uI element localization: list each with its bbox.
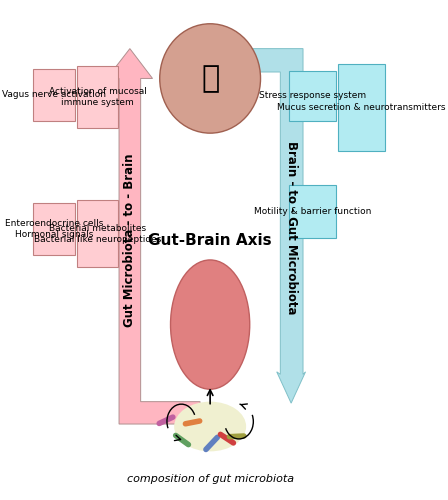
FancyBboxPatch shape: [338, 64, 385, 150]
FancyBboxPatch shape: [289, 186, 336, 238]
Text: Stress response system: Stress response system: [259, 92, 366, 100]
Text: Motility & barrier function: Motility & barrier function: [254, 207, 371, 216]
PathPatch shape: [107, 48, 200, 424]
Ellipse shape: [174, 402, 246, 452]
Text: Bacterial metabolites
Bacterial like neuropeptides: Bacterial metabolites Bacterial like neu…: [34, 224, 161, 244]
Text: Enteroendocrine cells
Hormonal signals: Enteroendocrine cells Hormonal signals: [5, 219, 103, 238]
Ellipse shape: [171, 260, 250, 389]
Text: Gut Microbiota - to - Brain: Gut Microbiota - to - Brain: [123, 154, 136, 327]
Text: Brain - to - Gut Microbiota: Brain - to - Gut Microbiota: [285, 141, 298, 314]
PathPatch shape: [218, 48, 306, 403]
FancyBboxPatch shape: [77, 200, 118, 268]
FancyBboxPatch shape: [289, 71, 336, 120]
Text: Vagus nerve activation: Vagus nerve activation: [2, 90, 106, 99]
Ellipse shape: [160, 24, 261, 133]
Text: composition of gut microbiota: composition of gut microbiota: [127, 474, 294, 484]
FancyBboxPatch shape: [33, 203, 75, 255]
Text: Gut-Brain Axis: Gut-Brain Axis: [148, 232, 272, 248]
Text: Activation of mucosal
immune system: Activation of mucosal immune system: [49, 88, 146, 107]
Text: Mucus secretion & neurotransmitters: Mucus secretion & neurotransmitters: [277, 102, 446, 112]
Text: 🧠: 🧠: [201, 64, 219, 93]
FancyBboxPatch shape: [33, 68, 75, 120]
FancyBboxPatch shape: [77, 66, 118, 128]
